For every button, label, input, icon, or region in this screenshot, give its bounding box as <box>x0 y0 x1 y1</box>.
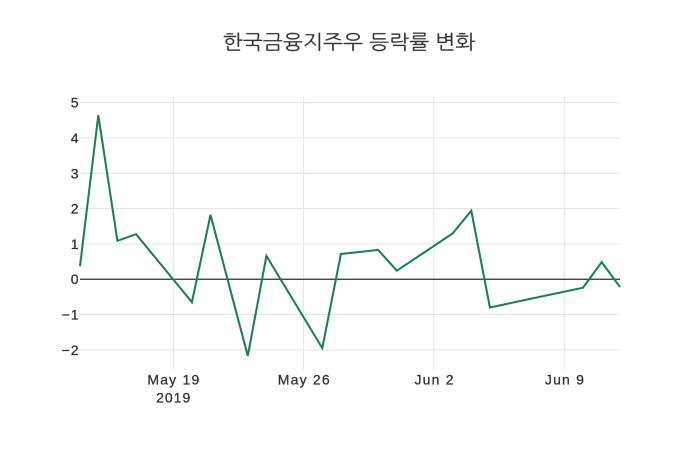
svg-text:4: 4 <box>71 130 79 146</box>
svg-text:5: 5 <box>71 95 79 111</box>
svg-text:1: 1 <box>71 236 79 252</box>
svg-text:−2: −2 <box>62 342 80 358</box>
svg-text:May 19: May 19 <box>147 372 200 388</box>
svg-text:Jun 2: Jun 2 <box>414 372 454 388</box>
svg-text:2: 2 <box>71 201 79 217</box>
svg-text:May 26: May 26 <box>278 372 331 388</box>
svg-text:0: 0 <box>71 271 79 287</box>
svg-text:−1: −1 <box>62 307 80 323</box>
svg-text:Jun 9: Jun 9 <box>545 372 585 388</box>
svg-text:3: 3 <box>71 165 79 181</box>
svg-text:2019: 2019 <box>156 389 191 405</box>
